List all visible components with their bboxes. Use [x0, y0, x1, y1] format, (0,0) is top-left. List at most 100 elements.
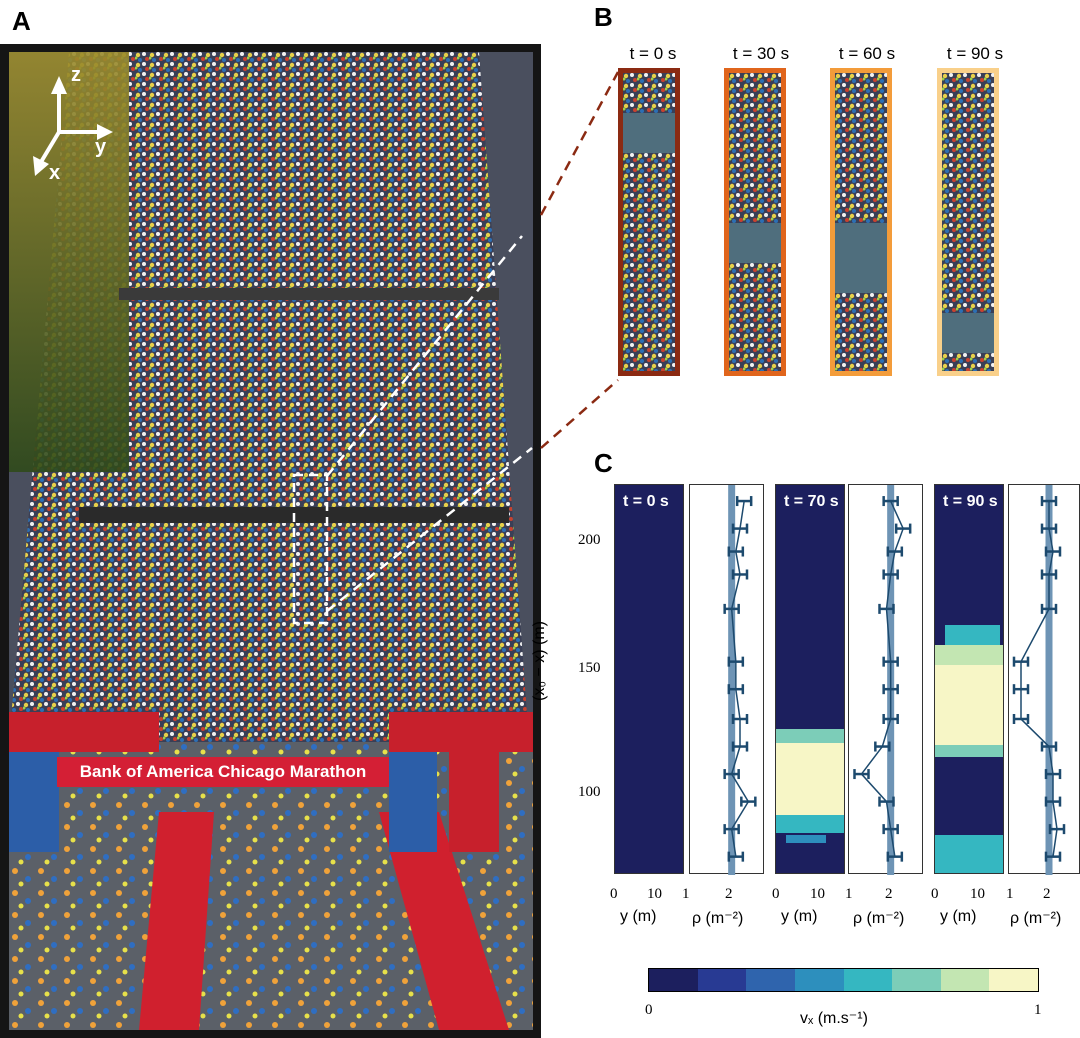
velocity-map-t70: t = 70 s	[775, 484, 845, 874]
density-point	[731, 569, 749, 580]
colorbar-cell	[794, 969, 844, 991]
density-point	[740, 796, 757, 807]
density-profile-t0	[689, 484, 764, 875]
density-point	[882, 656, 899, 667]
density-point	[878, 603, 895, 614]
density-point	[1040, 569, 1058, 580]
rho-x-label-a: ρ (m⁻²)	[692, 910, 744, 927]
heat-x-tick-10-b: 10	[810, 886, 825, 902]
crowd-photo-illustration	[9, 52, 533, 1030]
density-point	[886, 546, 904, 557]
colorbar-cell	[746, 969, 795, 991]
rho-x-label-c: ρ (m⁻²)	[1010, 910, 1062, 927]
heat-x-tick-0-a: 0	[610, 886, 618, 902]
density-point	[882, 496, 899, 507]
density-point	[1040, 523, 1058, 534]
colorbar-min-label: 0	[645, 1002, 653, 1018]
density-profile-t90	[1008, 484, 1080, 875]
marathon-banner-text: Bank of America Chicago Marathon	[79, 762, 367, 781]
rho-x-tick-2-c: 2	[1043, 886, 1051, 902]
density-point	[882, 569, 899, 580]
density-point	[731, 714, 749, 724]
strip-label-0: t = 0 s	[629, 44, 677, 63]
heat-x-tick-0-b: 0	[772, 886, 780, 902]
axis-label-x: x	[49, 162, 61, 184]
time-label-t0: t = 0 s	[623, 493, 669, 510]
panel-letter-b: B	[594, 2, 613, 32]
colorbar-cell	[649, 969, 698, 991]
y-tick-150: 150	[578, 660, 601, 676]
heat-x-label-c: y (m)	[940, 908, 977, 925]
density-point	[1048, 824, 1066, 835]
density-point	[1040, 603, 1058, 614]
rho-x-tick-2-b: 2	[885, 886, 893, 902]
strip-label-2: t = 60 s	[838, 44, 896, 63]
time-label-t70: t = 70 s	[784, 493, 839, 510]
density-point	[735, 496, 753, 507]
panel-letter-a: A	[12, 6, 31, 36]
rho-x-label-b: ρ (m⁻²)	[853, 910, 905, 927]
density-point	[731, 741, 749, 752]
colorbar-cell	[940, 969, 990, 991]
colorbar-cell	[892, 969, 941, 991]
density-point	[1012, 684, 1030, 695]
density-point	[1040, 741, 1058, 752]
heat-x-tick-10-c: 10	[970, 886, 985, 902]
heat-x-label-b: y (m)	[781, 908, 818, 925]
y-tick-100: 100	[578, 784, 601, 800]
velocity-map-t90: t = 90 s	[934, 484, 1004, 874]
density-point	[723, 824, 740, 835]
density-point	[874, 741, 891, 752]
heat-x-tick-10-a: 10	[647, 886, 662, 902]
density-point	[1040, 496, 1058, 507]
density-point	[882, 684, 899, 695]
axis-label-z: z	[71, 64, 81, 86]
y-axis-title: (x₀ − x) (m)	[530, 621, 548, 701]
marathon-photo-frame: z y x Bank of America Chicago Marathon	[0, 44, 541, 1038]
density-point	[894, 523, 912, 534]
density-line	[860, 500, 904, 857]
density-point	[727, 684, 745, 695]
density-point	[727, 851, 745, 862]
density-point	[886, 851, 904, 862]
y-tick-200: 200	[578, 532, 601, 548]
density-profile-t70	[848, 484, 923, 875]
rho-x-tick-1-b: 1	[845, 886, 853, 902]
density-point	[727, 546, 745, 557]
colorbar-label: vₓ (m.s⁻¹)	[800, 1010, 868, 1027]
colorbar-cell	[989, 969, 1038, 991]
density-point	[723, 603, 740, 614]
crowd-strip-t90	[937, 68, 999, 376]
crowd-strip-t0	[618, 68, 680, 376]
density-point	[723, 769, 740, 780]
heat-x-label-a: y (m)	[620, 908, 657, 925]
density-point	[1012, 656, 1030, 667]
marathon-crowd-photo: z y x Bank of America Chicago Marathon	[9, 52, 533, 1030]
time-label-t90: t = 90 s	[943, 493, 998, 510]
panel-letter-c: C	[594, 448, 613, 478]
crowd-strip-t60	[830, 68, 892, 376]
colorbar-cell	[843, 969, 893, 991]
colorbar-cell	[697, 969, 747, 991]
density-point	[1044, 851, 1062, 862]
density-point	[731, 523, 749, 534]
rho-x-tick-1-a: 1	[682, 886, 690, 902]
density-point	[1044, 546, 1062, 557]
density-point	[878, 796, 895, 807]
density-point	[882, 714, 899, 724]
density-point	[1012, 714, 1030, 724]
axis-label-y: y	[95, 136, 107, 158]
density-point	[1044, 769, 1062, 780]
density-point	[1044, 796, 1062, 807]
colorbar-max-label: 1	[1034, 1002, 1042, 1018]
rho-x-tick-2-a: 2	[725, 886, 733, 902]
heat-x-tick-0-c: 0	[931, 886, 939, 902]
velocity-map-t0: t = 0 s	[614, 484, 684, 874]
velocity-colorbar	[648, 968, 1039, 992]
strip-label-3: t = 90 s	[946, 44, 1004, 63]
density-point	[853, 769, 870, 780]
strip-label-1: t = 30 s	[732, 44, 790, 63]
density-point	[727, 656, 745, 667]
rho-x-tick-1-c: 1	[1006, 886, 1014, 902]
